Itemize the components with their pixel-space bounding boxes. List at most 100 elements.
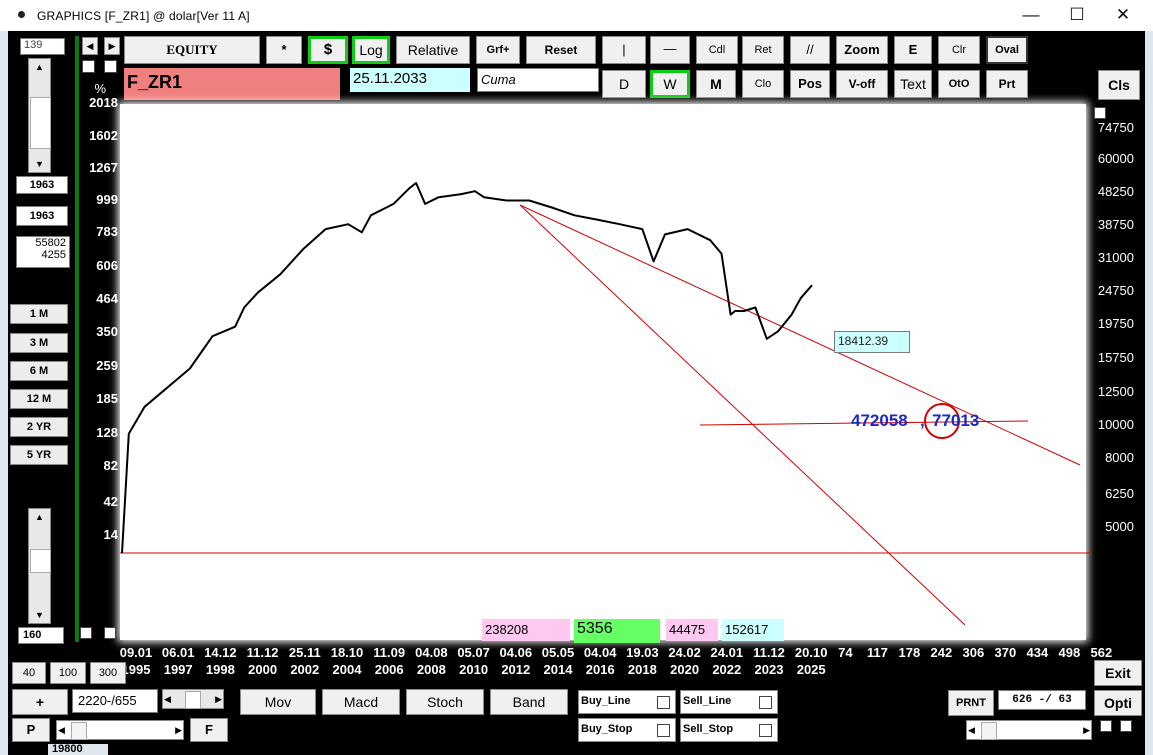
monthly-button[interactable]: M [696,70,736,98]
left-scrollbar-bottom[interactable]: ▲ ▼ [28,508,51,624]
checkbox-1[interactable] [82,60,95,73]
day-field[interactable]: Cuma [477,68,599,92]
daily-button[interactable]: D [602,70,646,98]
left-scrollbar-top[interactable]: ▲ ▼ [28,58,51,173]
left-tick: 259 [96,358,118,373]
sell-stop-checkbox[interactable] [759,724,772,737]
checkbox-2[interactable] [104,60,117,73]
sell-line-option[interactable]: Sell_Line [680,690,778,714]
clr-button[interactable]: Clr [938,36,980,64]
clo-button[interactable]: Clo [742,70,784,98]
prt-button[interactable]: Prt [986,70,1028,98]
stoch-button[interactable]: Stoch [406,689,484,715]
grf-plus-button[interactable]: Grf+ [476,36,520,64]
p-button[interactable]: P [12,718,50,742]
top-right-checkbox[interactable] [1094,107,1106,119]
scroll-right-icon[interactable]: ▶ [215,694,222,704]
position-scrollbar[interactable]: ◀ ▶ [162,689,224,709]
log-button[interactable]: Log [352,36,390,64]
cdl-button[interactable]: Cdl [696,36,738,64]
stat-box-3: 44475 [666,619,718,641]
year-field-2[interactable]: 1963 [16,206,68,226]
period-button-2yr[interactable]: 2 YR [10,417,68,437]
opti-checkbox-1[interactable] [1100,720,1112,732]
zoom-button[interactable]: Zoom [836,36,888,64]
opti-button[interactable]: Opti [1094,690,1142,716]
ret-button[interactable]: Ret [742,36,784,64]
prnt-button[interactable]: PRNT [948,690,994,716]
dollar-button[interactable]: $ [308,36,348,64]
f-button[interactable]: F [190,718,228,742]
left-tick: 1267 [89,160,118,175]
right-bottom-scrollbar[interactable]: ◀ ▶ [966,720,1092,740]
cls-button[interactable]: Cls [1098,70,1140,100]
band-button[interactable]: Band [490,689,568,715]
scroll-down-icon[interactable]: ▼ [35,159,44,169]
scroll-thumb[interactable] [185,691,201,709]
sell-line-checkbox[interactable] [759,696,772,709]
buy-stop-checkbox[interactable] [657,724,670,737]
scroll-left-icon[interactable]: ◀ [164,694,171,704]
period-button-1m[interactable]: 1 M [10,304,68,324]
x-tick-year: 2025 [796,662,826,677]
left-tick: 606 [96,258,118,273]
bottom-value-field[interactable]: 160 [18,627,64,644]
scroll-thumb[interactable] [981,722,997,740]
oval-button[interactable]: Oval [986,36,1028,64]
zoom-40-button[interactable]: 40 [12,662,46,684]
e-button[interactable]: E [894,36,932,64]
x-tick-year: 2018 [627,662,657,677]
nav-left-icon[interactable]: ◀ [82,37,98,55]
bottom-scrollbar[interactable]: ◀ ▶ [56,720,184,740]
close-button[interactable]: ✕ [1115,5,1131,24]
zoom-100-button[interactable]: 100 [50,662,86,684]
equity-button[interactable]: EQUITY [124,36,260,64]
pos-button[interactable]: Pos [790,70,830,98]
right-tick: 10000 [1097,417,1134,432]
period-button-3m[interactable]: 3 M [10,333,68,353]
scroll-left-icon[interactable]: ◀ [58,725,65,735]
scroll-thumb[interactable] [30,97,51,149]
scroll-right-icon[interactable]: ▶ [1083,725,1090,735]
buy-line-option[interactable]: Buy_Line [578,690,676,714]
text-button[interactable]: Text [894,70,932,98]
weekly-button[interactable]: W [650,70,690,98]
scroll-up-icon[interactable]: ▲ [35,62,44,72]
parallel-lines-button[interactable]: // [790,36,830,64]
year-field-1[interactable]: 1963 [16,176,68,194]
scroll-thumb[interactable] [71,722,87,740]
oto-button[interactable]: OtO [938,70,980,98]
chart-checkbox-2[interactable] [104,627,116,639]
maximize-button[interactable]: ☐ [1069,5,1085,24]
scroll-left-icon[interactable]: ◀ [968,725,975,735]
exit-button[interactable]: Exit [1094,660,1142,686]
scroll-down-icon[interactable]: ▼ [35,610,44,620]
scroll-right-icon[interactable]: ▶ [175,725,182,735]
scroll-up-icon[interactable]: ▲ [35,512,44,522]
reset-button[interactable]: Reset [526,36,596,64]
chart-checkbox-1[interactable] [80,627,92,639]
horizontal-line-button[interactable]: — [650,36,690,64]
period-button-6m[interactable]: 6 M [10,361,68,381]
nav-right-icon[interactable]: ▶ [104,37,120,55]
relative-button[interactable]: Relative [396,36,470,64]
period-button-12m[interactable]: 12 M [10,389,68,409]
chart-plot-area[interactable] [120,104,1086,640]
v-off-button[interactable]: V-off [836,70,888,98]
buy-line-checkbox[interactable] [657,696,670,709]
zoom-300-button[interactable]: 300 [90,662,126,684]
star-button[interactable]: * [266,36,302,64]
top-value-field[interactable]: 139 [20,38,65,55]
mov-button[interactable]: Mov [240,689,316,715]
buy-stop-option[interactable]: Buy_Stop [578,718,676,742]
coordinate-field[interactable]: 626 -/ 63 [998,690,1086,710]
macd-button[interactable]: Macd [322,689,400,715]
plus-button[interactable]: + [12,689,68,715]
minimize-button[interactable]: — [1022,5,1040,24]
position-field[interactable]: 2220-/655 [72,689,158,713]
opti-checkbox-2[interactable] [1120,720,1132,732]
period-button-5yr[interactable]: 5 YR [10,445,68,465]
vertical-line-button[interactable]: | [602,36,646,64]
scroll-thumb[interactable] [30,549,51,573]
sell-stop-option[interactable]: Sell_Stop [680,718,778,742]
